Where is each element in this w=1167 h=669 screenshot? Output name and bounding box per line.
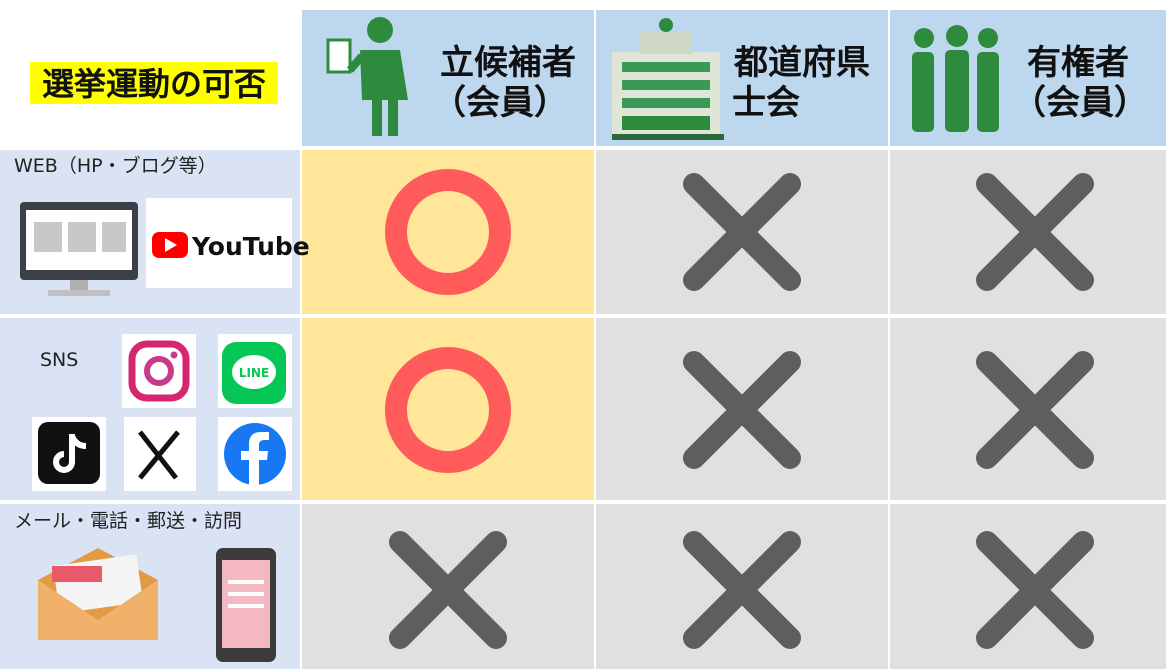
tiktok-logo-part [69,434,87,449]
phone-icon [216,548,276,662]
line-text: LINE [239,366,269,380]
voters-icon [912,25,999,132]
instagram-logo-part [128,340,190,402]
facebook-logo-part [241,432,269,486]
column-header: （会員） [1012,83,1148,123]
building-icon-part [612,134,724,140]
youtube-logo: YouTube [146,198,310,288]
monitor-icon-part [68,222,96,252]
building-icon-part [622,80,710,90]
column-header: 有権者 [1027,43,1129,83]
row-label: SNS [40,349,78,371]
candidate-icon-part [326,38,352,74]
voters-icon-part [977,52,999,132]
building-icon-part [640,32,692,54]
backgrounds-part [890,10,1166,146]
monitor-icon-part [34,222,62,252]
line-logo-part [232,355,276,389]
prohibited-marks-part [683,531,801,649]
allowed-marks [385,169,511,473]
monitor-icon-part [70,280,88,290]
column-header: 士会 [732,83,800,123]
youtube-text: YouTube [191,232,310,261]
tiktok-logo [32,417,106,491]
column-header: 都道府県 [733,43,870,83]
backgrounds-part [302,10,594,146]
voters-icon-part [914,28,934,48]
title-highlight [30,62,278,104]
line-logo: LINE [218,334,292,408]
instagram-logo-part [144,356,174,386]
voters-icon-part [945,50,969,132]
title: 選挙運動の可否 [42,65,266,103]
allowed-marks-part [385,169,511,295]
prohibited-marks-part [683,173,801,291]
x-logo-part [138,430,180,480]
prohibited-marks-part [389,531,507,649]
phone-icon-part [228,604,264,608]
building-icon-part [622,62,710,72]
voters-icon-part [946,25,968,47]
monitor-icon [20,202,138,296]
prohibited-marks [389,173,1094,649]
monitor-icon-part [102,222,126,252]
tiktok-logo-part [53,434,75,473]
envelope-icon-part [38,580,158,640]
phone-icon-part [228,592,264,596]
building-icon-part [622,98,710,108]
candidate-icon-part [360,50,408,136]
youtube-logo-part [165,238,177,252]
column-header: （会員） [432,83,568,123]
prohibited-marks-part [976,173,1094,291]
candidate-icon-part [346,53,366,73]
envelope-icon [38,548,158,640]
row-label: WEB（HP・ブログ等） [14,154,217,177]
phone-icon-part [228,580,264,584]
building-icon [612,18,724,140]
column-header: 立候補者 [440,43,576,83]
monitor-icon-part [48,290,110,296]
candidate-icon-part [367,17,393,43]
allowed-marks-part [385,347,511,473]
prohibited-marks-part [683,351,801,469]
voters-icon-part [978,28,998,48]
prohibited-marks-part [976,531,1094,649]
envelope-icon-part [52,566,102,582]
row-label: メール・電話・郵送・訪問 [14,510,242,532]
instagram-logo-part [170,351,178,359]
instagram-logo [122,334,196,408]
candidate-icon [326,17,408,136]
building-icon-part [622,116,710,130]
building-icon-part [659,18,673,32]
prohibited-marks-part [976,351,1094,469]
facebook-logo [218,417,292,491]
x-logo [124,417,196,491]
voters-icon-part [912,52,934,132]
